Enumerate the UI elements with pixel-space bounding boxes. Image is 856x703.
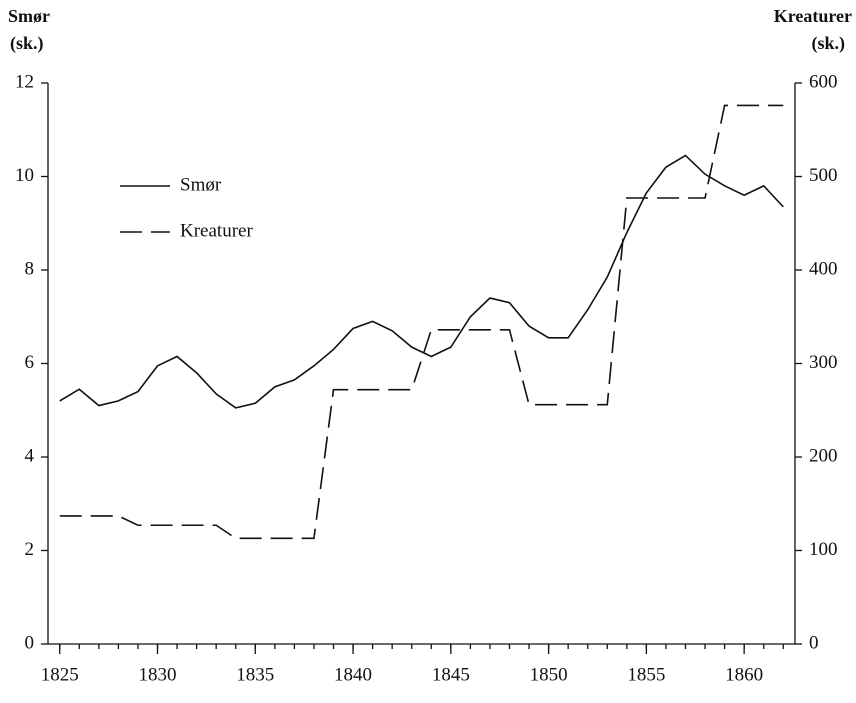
y-tick-label: 6 xyxy=(25,352,35,373)
x-tick-label: 1840 xyxy=(334,664,372,685)
x-tick-label: 1855 xyxy=(627,664,665,685)
y-tick-label: 4 xyxy=(25,445,35,466)
y2-axis-title: Kreaturer xyxy=(774,6,852,26)
y-tick-label: 0 xyxy=(25,632,35,653)
x-tick-label: 1850 xyxy=(530,664,568,685)
series-line xyxy=(59,154,784,409)
y2-tick-label: 0 xyxy=(809,632,819,653)
legend-label: Smør xyxy=(180,174,222,195)
y-axis-title: Smør xyxy=(8,6,50,26)
x-tick-label: 1835 xyxy=(236,664,274,685)
y-tick-label: 12 xyxy=(15,71,34,92)
y2-tick-label: 600 xyxy=(809,71,838,92)
x-tick-label: 1825 xyxy=(41,664,79,685)
y2-tick-label: 100 xyxy=(809,539,838,560)
x-tick-label: 1830 xyxy=(139,664,177,685)
y-axis-title: (sk.) xyxy=(10,33,44,54)
y-tick-label: 10 xyxy=(15,165,34,186)
y2-axis-title: (sk.) xyxy=(811,33,845,54)
y2-tick-label: 400 xyxy=(809,258,838,279)
x-tick-label: 1845 xyxy=(432,664,470,685)
y-tick-label: 8 xyxy=(25,258,35,279)
legend-label: Kreaturer xyxy=(180,220,253,241)
x-tick-label: 1860 xyxy=(725,664,763,685)
y2-tick-label: 300 xyxy=(809,352,838,373)
y2-tick-label: 500 xyxy=(809,165,838,186)
y2-tick-label: 200 xyxy=(809,445,838,466)
y-tick-label: 2 xyxy=(25,539,35,560)
series-line xyxy=(59,104,784,540)
